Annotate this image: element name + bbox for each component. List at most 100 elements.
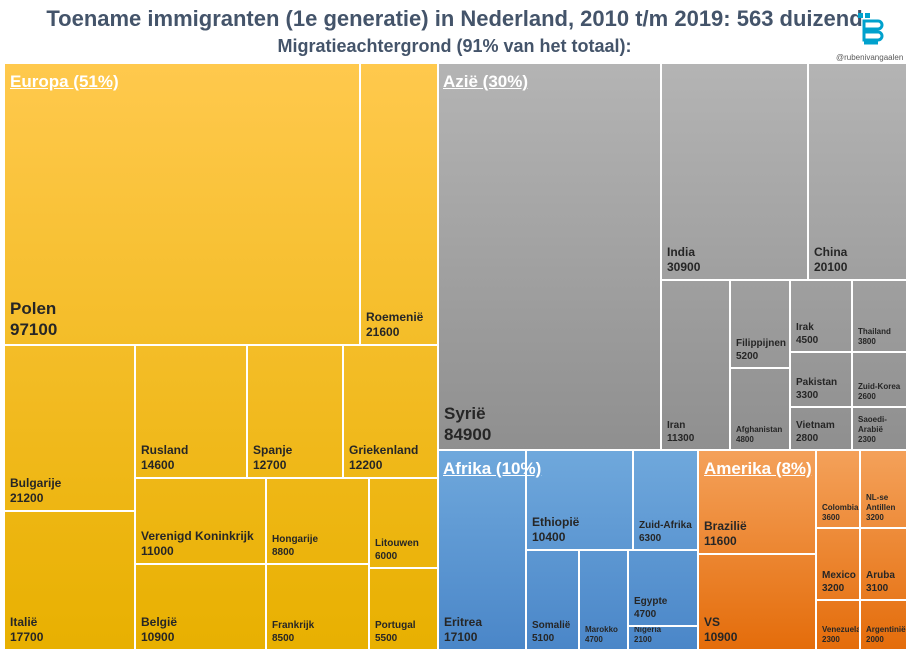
group-header-europa: Europa (51%) bbox=[10, 72, 119, 91]
country-name: Afghanistan bbox=[736, 425, 783, 434]
country-value: 2300 bbox=[822, 635, 840, 644]
country-name: China bbox=[814, 245, 848, 259]
country-value: 2000 bbox=[866, 635, 884, 644]
treemap-label-italie: Italië 17700 bbox=[10, 615, 43, 645]
country-name: Frankrijk bbox=[272, 620, 315, 631]
country-name: Irak bbox=[796, 322, 814, 333]
treemap-label-bulgarije: Bulgarije 21200 bbox=[10, 476, 61, 506]
country-value: 21200 bbox=[10, 491, 44, 505]
treemap-label-argentinie: Argentinië 2000 bbox=[866, 625, 906, 645]
country-value: 3800 bbox=[858, 337, 876, 346]
country-value: 5200 bbox=[736, 350, 759, 362]
country-name: Verenigd Koninkrijk bbox=[141, 529, 254, 543]
treemap-cell-afghanistan: Afghanistan 4800 bbox=[730, 368, 790, 450]
country-name: Vietnam bbox=[796, 420, 835, 431]
treemap-label-somalie: Somalië 5100 bbox=[532, 620, 570, 645]
credit-label: @rubenivangaalen bbox=[836, 53, 904, 62]
country-value: 10400 bbox=[532, 530, 566, 544]
country-value: 11000 bbox=[141, 544, 174, 558]
treemap-cell-vietnam: Vietnam 2800 bbox=[790, 407, 852, 450]
country-name: België bbox=[141, 615, 178, 629]
treemap-label-thailand: Thailand 3800 bbox=[858, 327, 891, 347]
country-value: 30900 bbox=[667, 260, 701, 274]
treemap-cell-bulgarije: Bulgarije 21200 bbox=[4, 345, 135, 511]
treemap-label-roemenie: Roemenië 21600 bbox=[366, 310, 423, 340]
country-name: Spanje bbox=[253, 443, 293, 457]
country-name: Litouwen bbox=[375, 538, 419, 549]
treemap-label-zuid-afrika: Zuid-Afrika 6300 bbox=[639, 520, 692, 545]
treemap-label-pakistan: Pakistan 3300 bbox=[796, 377, 837, 402]
country-value: 21600 bbox=[366, 325, 400, 339]
treemap-cell-griekenland: Griekenland 12200 bbox=[343, 345, 438, 478]
treemap-label-frankrijk: Frankrijk 8500 bbox=[272, 620, 314, 645]
treemap-cell-thailand: Thailand 3800 bbox=[852, 280, 907, 352]
treemap-label-zuid-korea: Zuid-Korea 2600 bbox=[858, 382, 900, 402]
treemap-cell-eritrea: Eritrea 17100 bbox=[438, 450, 526, 650]
country-name: Saoedi-Arabië bbox=[858, 415, 887, 434]
country-value: 8800 bbox=[272, 546, 295, 558]
country-name: Marokko bbox=[585, 625, 618, 634]
country-value: 12200 bbox=[349, 458, 383, 472]
country-value: 97100 bbox=[10, 319, 58, 339]
country-value: 4700 bbox=[634, 608, 657, 620]
country-name: Ethiopië bbox=[532, 515, 580, 529]
country-value: 10900 bbox=[141, 630, 175, 644]
treemap-label-hongarije: Hongarije 8800 bbox=[272, 534, 318, 559]
treemap-label-syrie: Syrië 84900 bbox=[444, 403, 491, 446]
treemap-cell-belgie: België 10900 bbox=[135, 564, 266, 650]
treemap-cell-ethiopie: Ethiopië 10400 bbox=[526, 450, 633, 550]
treemap-label-egypte: Egypte 4700 bbox=[634, 596, 667, 621]
country-value: 6000 bbox=[375, 550, 398, 562]
treemap-label-nigeria: Nigeria 2100 bbox=[634, 627, 661, 645]
treemap-label-belgie: België 10900 bbox=[141, 615, 177, 645]
country-value: 3200 bbox=[866, 513, 884, 522]
treemap-cell-rusland: Rusland 14600 bbox=[135, 345, 247, 478]
treemap-label-vietnam: Vietnam 2800 bbox=[796, 420, 835, 445]
country-name: Italië bbox=[10, 615, 38, 629]
treemap-cell-aruba: Aruba 3100 bbox=[860, 528, 907, 600]
country-value: 5500 bbox=[375, 632, 398, 644]
treemap-cell-irak: Irak 4500 bbox=[790, 280, 852, 352]
treemap-label-afghanistan: Afghanistan 4800 bbox=[736, 425, 782, 445]
country-value: 2100 bbox=[634, 635, 652, 644]
country-value: 11600 bbox=[704, 534, 737, 548]
treemap-cell-portugal: Portugal 5500 bbox=[369, 568, 438, 650]
country-value: 11300 bbox=[667, 432, 695, 444]
treemap-cell-hongarije: Hongarije 8800 bbox=[266, 478, 369, 564]
country-name: Brazilië bbox=[704, 519, 747, 533]
country-value: 2300 bbox=[858, 435, 876, 444]
treemap-cell-italie: Italië 17700 bbox=[4, 511, 135, 650]
country-name: Egypte bbox=[634, 596, 668, 607]
treemap-cell-saoedi-arabie: Saoedi-Arabië 2300 bbox=[852, 407, 907, 450]
country-name: Syrië bbox=[444, 403, 486, 423]
country-value: 4700 bbox=[585, 635, 603, 644]
country-name: Hongarije bbox=[272, 534, 319, 545]
country-value: 3100 bbox=[866, 582, 889, 594]
country-name: Griekenland bbox=[349, 443, 419, 457]
country-value: 2800 bbox=[796, 432, 819, 444]
treemap-cell-china: China 20100 bbox=[808, 63, 907, 280]
treemap-label-filippijnen: Filippijnen 5200 bbox=[736, 338, 786, 363]
treemap-cell-nl-se-antillen: NL-se Antillen 3200 bbox=[860, 450, 907, 528]
country-value: 8500 bbox=[272, 632, 295, 644]
country-name: Colombia bbox=[822, 503, 859, 512]
treemap-cell-filippijnen: Filippijnen 5200 bbox=[730, 280, 790, 368]
treemap-label-nl-se-antillen: NL-se Antillen 3200 bbox=[866, 493, 906, 523]
group-header-amerika: Amerika (8%) bbox=[704, 459, 812, 478]
country-name: Roemenië bbox=[366, 310, 424, 324]
treemap-cell-brazilie: Brazilië 11600 bbox=[698, 450, 816, 554]
treemap-cell-pakistan: Pakistan 3300 bbox=[790, 352, 852, 407]
treemap-label-china: China 20100 bbox=[814, 245, 847, 275]
country-value: 5100 bbox=[532, 632, 555, 644]
country-value: 3600 bbox=[822, 513, 840, 522]
treemap-cell-venezuela: Venezuela 2300 bbox=[816, 600, 860, 650]
treemap-label-eritrea: Eritrea 17100 bbox=[444, 615, 482, 645]
treemap-label-vs: VS 10900 bbox=[704, 615, 737, 645]
country-value: 14600 bbox=[141, 458, 175, 472]
treemap-label-aruba: Aruba 3100 bbox=[866, 570, 895, 595]
treemap-cell-zuid-afrika: Zuid-Afrika 6300 bbox=[633, 450, 698, 550]
country-name: Eritrea bbox=[444, 615, 483, 629]
treemap-cell-zuid-korea: Zuid-Korea 2600 bbox=[852, 352, 907, 407]
country-value: 2600 bbox=[858, 392, 876, 401]
treemap-label-polen: Polen 97100 bbox=[10, 298, 57, 341]
